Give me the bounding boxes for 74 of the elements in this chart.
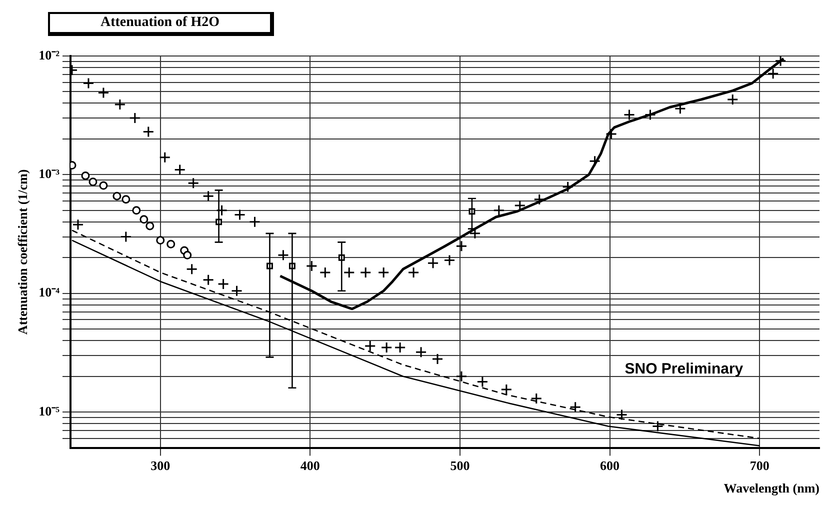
- point: [378, 266, 390, 278]
- point: [112, 192, 122, 200]
- point: [202, 190, 214, 202]
- point: [120, 231, 132, 242]
- y-tick-label: 10⁻³: [38, 166, 60, 182]
- point: [129, 112, 141, 124]
- point: [624, 108, 636, 120]
- point: [88, 178, 98, 186]
- point: [183, 250, 192, 260]
- point: [774, 56, 786, 67]
- point: [166, 240, 176, 248]
- point: [249, 216, 260, 228]
- point: [500, 384, 512, 396]
- point: [589, 155, 601, 167]
- point: [476, 376, 488, 388]
- point: [72, 218, 84, 230]
- point: [343, 266, 355, 278]
- y-tick-label: 10⁻²: [38, 47, 60, 62]
- point: [114, 98, 126, 110]
- point: [188, 177, 200, 189]
- x-tick-label: 700: [750, 458, 770, 473]
- point: [380, 342, 392, 354]
- point: [99, 181, 108, 190]
- x-tick-label: 400: [300, 458, 320, 473]
- point: [81, 171, 90, 180]
- point: [726, 94, 738, 106]
- point: [277, 249, 289, 261]
- point: [218, 278, 230, 290]
- point: [98, 87, 110, 99]
- point: [186, 263, 198, 275]
- point: [570, 401, 582, 413]
- point: [493, 204, 505, 216]
- point: [364, 340, 376, 352]
- point: [360, 266, 372, 278]
- x-tick-label: 300: [150, 458, 170, 473]
- point: [394, 342, 406, 354]
- point: [606, 128, 618, 140]
- point: [122, 195, 130, 204]
- annotation: SNO Preliminary: [624, 360, 744, 378]
- point: [159, 152, 171, 164]
- point: [146, 222, 154, 230]
- chart-title: Attenuation of H2O: [48, 12, 274, 36]
- point: [156, 236, 165, 245]
- point: [616, 408, 628, 420]
- point: [456, 370, 468, 382]
- x-axis-title: Wavelength (nm): [724, 480, 820, 496]
- point: [444, 254, 456, 266]
- point: [82, 77, 94, 89]
- point: [456, 240, 468, 252]
- point: [767, 68, 779, 80]
- point: [202, 274, 214, 286]
- point: [408, 266, 420, 278]
- point: [142, 126, 154, 138]
- point: [231, 285, 243, 297]
- point: [306, 260, 318, 272]
- point: [132, 206, 141, 215]
- point: [562, 181, 574, 193]
- point: [644, 108, 656, 120]
- point: [234, 208, 246, 220]
- x-tick-label: 500: [450, 458, 470, 473]
- y-tick-label: 10⁻⁵: [38, 403, 60, 418]
- point: [652, 420, 664, 432]
- point: [415, 346, 427, 358]
- y-tick-label: 10⁻⁴: [38, 284, 60, 300]
- point: [534, 194, 546, 206]
- point: [432, 353, 444, 365]
- point: [216, 204, 228, 216]
- point: [174, 164, 186, 176]
- x-tick-label: 600: [600, 458, 620, 473]
- point: [319, 266, 331, 278]
- y-axis-title: Attenuation coefficient (1/cm): [15, 169, 30, 335]
- point: [140, 215, 148, 224]
- point: [427, 257, 439, 269]
- point: [530, 392, 542, 404]
